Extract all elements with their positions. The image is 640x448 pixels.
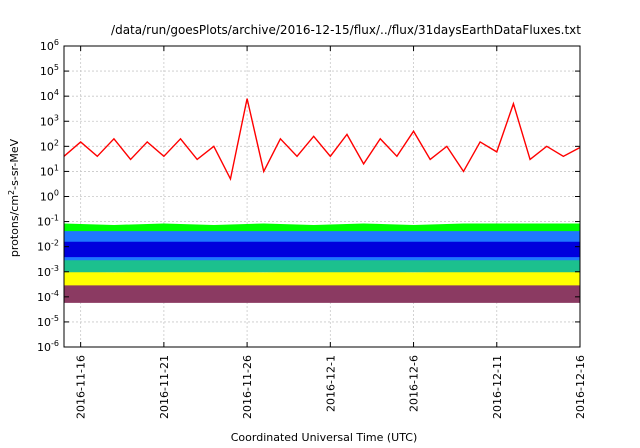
y-tick-label: 100 <box>40 189 59 204</box>
flux-band <box>63 241 581 258</box>
y-tick-label: 101 <box>40 163 59 178</box>
x-tick-label: 2016-11-21 <box>158 355 171 419</box>
y-tick-label: 10-2 <box>37 239 59 254</box>
x-tick-label: 2016-12-11 <box>491 355 504 419</box>
x-tick-label: 2016-11-16 <box>75 355 88 419</box>
y-tick-label: 102 <box>40 138 59 153</box>
y-axis-label-sup: 2 <box>7 190 16 195</box>
x-tick-label: 2016-12-1 <box>324 355 337 412</box>
y-tick-exponent: -5 <box>51 314 59 323</box>
x-axis: 2016-11-16 2016-11-21 2016-11-26 2016-12-1 2… <box>75 46 587 419</box>
x-axis-label: Coordinated Universal Time (UTC) <box>231 431 418 444</box>
y-tick-base: 10 <box>37 241 51 254</box>
y-tick-exponent: 1 <box>54 163 59 172</box>
y-tick-exponent: -2 <box>51 239 59 248</box>
y-tick-label: 104 <box>40 88 59 103</box>
data-series <box>63 98 581 303</box>
y-axis-label-prefix: protons/cm <box>8 195 21 257</box>
y-axis-label: protons/cm2-s-sr-MeV <box>7 138 21 257</box>
y-tick-base: 10 <box>37 266 51 279</box>
y-tick-base: 10 <box>40 65 54 78</box>
y-tick-exponent: 4 <box>54 88 59 97</box>
y-tick-label: 105 <box>40 63 59 78</box>
y-tick-exponent: -1 <box>51 214 59 223</box>
proton-flux-line <box>63 98 581 182</box>
y-tick-exponent: -3 <box>51 264 59 273</box>
y-tick-base: 10 <box>40 115 54 128</box>
y-tick-label: 106 <box>40 38 59 53</box>
y-tick-base: 10 <box>40 90 54 103</box>
y-tick-exponent: -4 <box>51 289 59 298</box>
y-tick-exponent: 6 <box>54 38 59 47</box>
y-axis: 10-610-510-410-310-210-11001011021031041… <box>37 38 580 354</box>
y-tick-label: 10-5 <box>37 314 59 329</box>
x-tick-label: 2016-12-6 <box>408 355 421 412</box>
y-tick-base: 10 <box>37 291 51 304</box>
y-tick-base: 10 <box>37 341 51 354</box>
x-tick-label: 2016-12-16 <box>574 355 587 419</box>
x-tick-label: 2016-11-26 <box>241 355 254 419</box>
y-axis-label-suffix: -s-sr-MeV <box>8 138 21 189</box>
y-tick-label: 103 <box>40 113 59 128</box>
y-tick-label: 10-1 <box>37 214 59 229</box>
y-tick-base: 10 <box>37 316 51 329</box>
y-tick-exponent: 2 <box>54 138 59 147</box>
flux-band <box>63 271 581 286</box>
y-tick-exponent: 3 <box>54 113 59 122</box>
y-tick-label: 10-3 <box>37 264 59 279</box>
y-tick-base: 10 <box>40 140 54 153</box>
y-tick-base: 10 <box>40 40 54 53</box>
y-tick-base: 10 <box>40 165 54 178</box>
y-tick-exponent: -6 <box>51 339 59 348</box>
y-tick-base: 10 <box>37 216 51 229</box>
chart-title: /data/run/goesPlots/archive/2016-12-15/f… <box>111 23 581 37</box>
y-tick-exponent: 0 <box>54 189 59 198</box>
y-tick-label: 10-6 <box>37 339 59 354</box>
y-tick-base: 10 <box>40 191 54 204</box>
y-tick-label: 10-4 <box>37 289 59 304</box>
y-tick-exponent: 5 <box>54 63 59 72</box>
